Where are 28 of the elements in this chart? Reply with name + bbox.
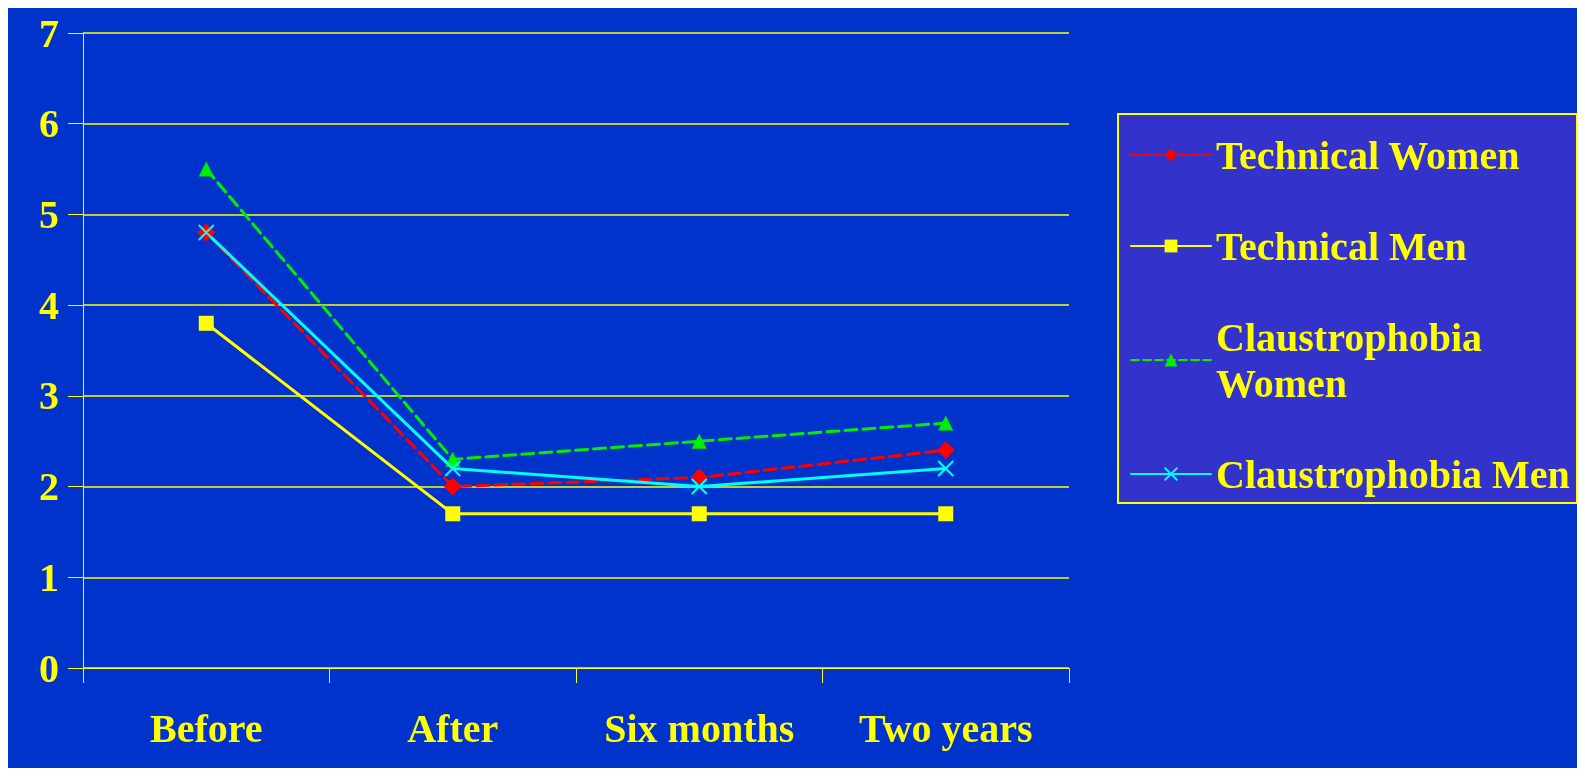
y-tick-label: 2 — [39, 464, 59, 510]
x-tick-label: Before — [149, 705, 263, 751]
point — [690, 478, 708, 496]
point — [691, 506, 707, 522]
legend-label: Technical Women — [1216, 132, 1520, 178]
point — [938, 415, 954, 431]
x-tick-label: Two years — [858, 705, 1033, 751]
legend-label: Technical Men — [1216, 223, 1467, 269]
point — [691, 433, 707, 449]
point — [937, 459, 955, 477]
legend-label: Claustrophobia Women — [1216, 314, 1493, 406]
y-tick-label: 6 — [39, 101, 59, 147]
point — [444, 459, 462, 477]
y-tick-label: 7 — [39, 10, 59, 56]
y-tick-label: 3 — [39, 373, 59, 419]
x-tick-label: After — [407, 705, 499, 751]
y-tick-label: 4 — [39, 282, 59, 328]
legend-label: Claustrophobia Men — [1216, 451, 1570, 497]
x-tick-label: Six months — [604, 705, 795, 751]
point — [198, 315, 214, 331]
point — [938, 506, 954, 522]
y-tick-label: 0 — [39, 645, 59, 691]
y-tick-label: 1 — [39, 554, 59, 600]
point — [445, 506, 461, 522]
point — [936, 441, 955, 460]
point — [443, 477, 462, 496]
point — [198, 161, 214, 177]
y-tick-label: 5 — [39, 191, 59, 237]
